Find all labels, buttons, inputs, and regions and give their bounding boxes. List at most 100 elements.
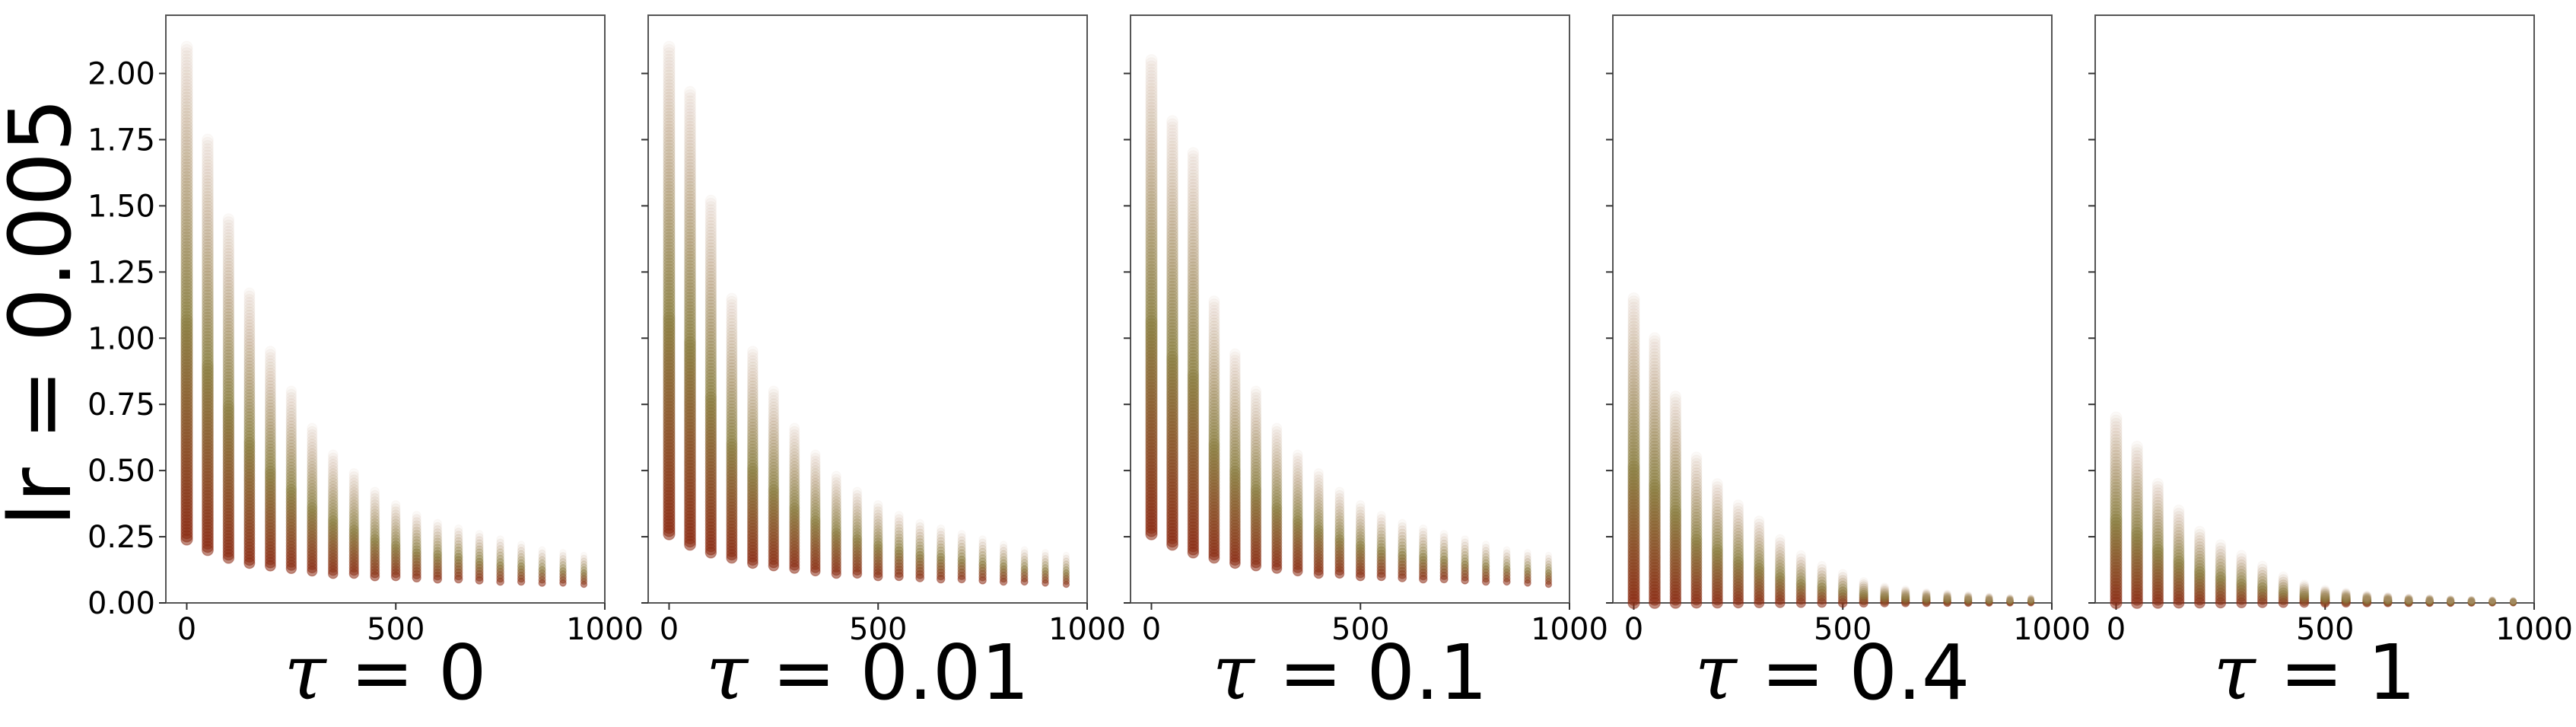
scatter-point <box>390 512 401 522</box>
scatter-point <box>222 349 235 362</box>
x-tick-label: 1000 <box>2013 612 2091 647</box>
scatter-point <box>265 390 276 401</box>
scatter-point <box>222 365 235 378</box>
scatter-point <box>915 518 925 528</box>
scatter-point <box>285 429 297 442</box>
scatter-point <box>327 509 339 520</box>
scatter-point <box>1900 585 1910 595</box>
scatter-point <box>222 241 235 253</box>
scatter-point <box>285 398 297 410</box>
scatter-point <box>663 266 676 279</box>
scatter-point <box>454 543 463 553</box>
scatter-point <box>180 46 193 60</box>
scatter-point <box>222 311 235 324</box>
scatter-point <box>202 213 214 225</box>
scatter-point <box>222 298 235 311</box>
scatter-point <box>265 412 276 423</box>
scatter-point <box>243 370 256 382</box>
scatter-point <box>285 423 297 435</box>
scatter-point <box>202 219 214 232</box>
scatter-point <box>370 528 380 537</box>
scatter-point <box>265 355 276 367</box>
scatter-point <box>663 241 676 254</box>
scatter-point <box>327 515 339 526</box>
scatter-point <box>1859 577 1868 587</box>
scatter-point <box>307 470 318 482</box>
scatter-point <box>348 493 359 504</box>
scatter-point <box>180 62 193 76</box>
scatter-point <box>517 562 526 571</box>
scatter-point <box>307 489 318 501</box>
scatter-point <box>202 286 214 298</box>
scatter-point <box>180 228 193 241</box>
scatter-point <box>222 244 235 257</box>
scatter-point <box>202 340 214 352</box>
scatter-point <box>180 158 193 171</box>
plot-frame <box>647 14 1088 604</box>
scatter-point <box>243 436 256 448</box>
scatter-point <box>180 202 193 215</box>
scatter-point <box>222 219 235 231</box>
scatter-point <box>412 532 421 542</box>
scatter-point <box>202 232 214 244</box>
scatter-point <box>243 382 256 394</box>
scatter-point <box>517 559 526 568</box>
x-tick-label: 500 <box>849 612 907 647</box>
scatter-point <box>243 287 256 299</box>
scatter-point <box>1524 549 1531 556</box>
scatter-point <box>180 72 193 85</box>
scatter-point <box>454 540 463 550</box>
scatter-point <box>222 247 235 260</box>
scatter-point <box>538 553 546 561</box>
scatter-point <box>370 521 380 531</box>
scatter-point <box>517 556 526 565</box>
scatter-point <box>663 253 676 266</box>
y-tick-label: 1.50 <box>87 189 155 224</box>
scatter-point <box>202 225 214 238</box>
scatter-point <box>307 474 318 485</box>
scatter-point <box>243 344 256 356</box>
scatter-point <box>222 305 235 317</box>
scatter-point <box>2278 571 2288 582</box>
scatter-point <box>180 97 193 110</box>
x-tick-label: 0 <box>2107 612 2126 647</box>
scatter-point <box>390 503 401 513</box>
scatter-point <box>559 555 567 563</box>
scatter-point <box>202 168 214 181</box>
scatter-point <box>180 263 193 276</box>
panels-group: 0.00 0.25 0.50 0.75 1.00 1.25 1.50 1.75 2.00 0 500… <box>87 14 2573 717</box>
scatter-point <box>202 235 214 248</box>
scatter-point <box>348 489 359 501</box>
scatter-point <box>412 514 421 524</box>
scatter-point <box>180 155 193 168</box>
scatter-point <box>2404 593 2413 602</box>
scatter-point <box>180 78 193 91</box>
scatter-point <box>265 427 276 439</box>
scatter-point <box>433 550 443 560</box>
scatter-point <box>180 244 193 257</box>
scatter-point <box>180 279 193 292</box>
scatter-point <box>180 123 193 136</box>
scatter-point <box>265 368 276 380</box>
scatter-point <box>1313 467 1324 479</box>
scatter-point <box>265 380 276 392</box>
scatter-point <box>180 171 193 183</box>
scatter-point <box>265 371 276 383</box>
scatter-point <box>2446 595 2455 604</box>
scatter-point <box>180 110 193 123</box>
scatter-point <box>2173 504 2185 516</box>
x-tick-label: 0 <box>177 612 196 647</box>
scatter-point <box>663 206 676 219</box>
scatter-point <box>2236 550 2247 561</box>
scatter-point <box>1355 499 1366 510</box>
scatter-point <box>1922 588 1931 597</box>
scatter-point <box>222 368 235 381</box>
scatter-point <box>180 193 193 206</box>
scatter-point <box>307 480 318 491</box>
scatter-point <box>222 362 235 374</box>
scatter-point <box>663 279 676 292</box>
scatter-point <box>433 521 443 531</box>
scatter-point <box>663 305 676 317</box>
scatter-point <box>202 276 214 289</box>
